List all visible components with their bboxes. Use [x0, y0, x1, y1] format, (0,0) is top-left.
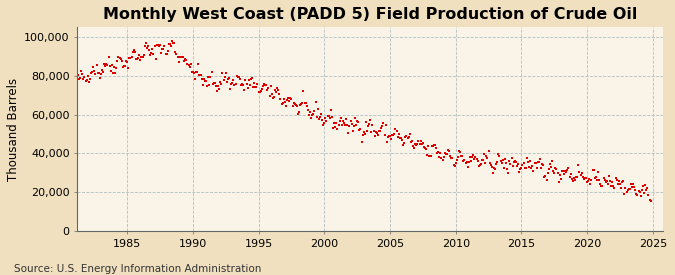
Title: Monthly West Coast (PADD 5) Field Production of Crude Oil: Monthly West Coast (PADD 5) Field Produc…: [103, 7, 637, 22]
Y-axis label: Thousand Barrels: Thousand Barrels: [7, 78, 20, 181]
Text: Source: U.S. Energy Information Administration: Source: U.S. Energy Information Administ…: [14, 264, 261, 274]
